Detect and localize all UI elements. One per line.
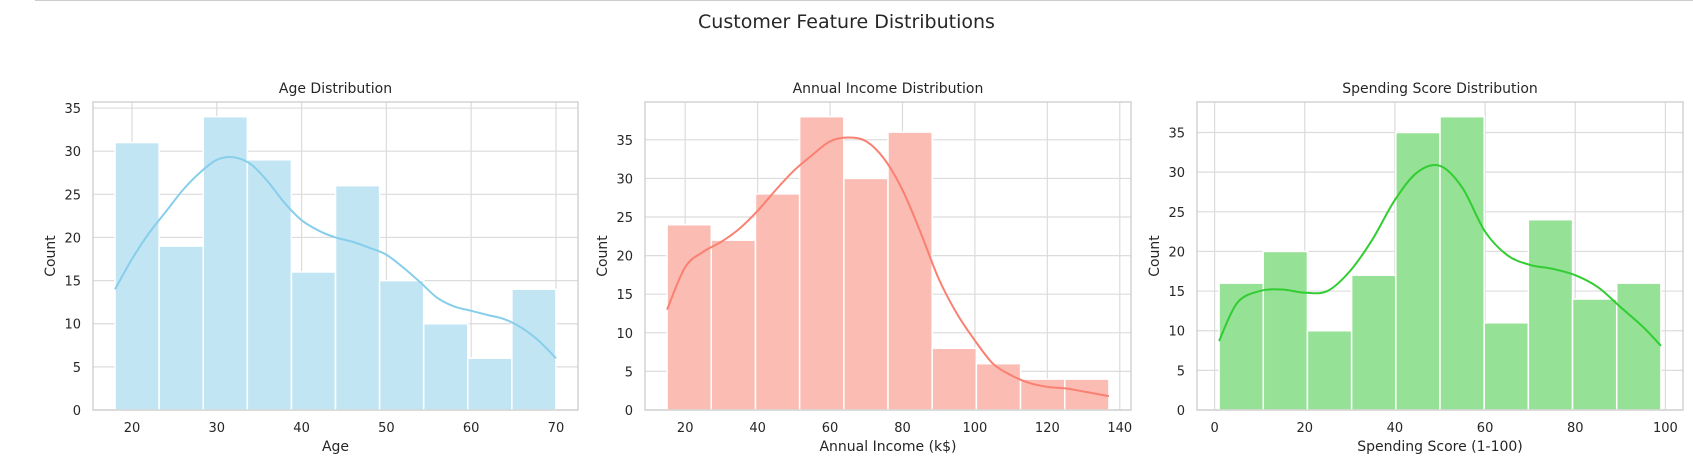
x-tick-label: 100	[1653, 421, 1678, 436]
x-tick-label: 0	[1210, 421, 1218, 436]
histogram-bar	[1306, 329, 1353, 411]
histogram-bar	[1571, 298, 1618, 411]
histogram-bar	[666, 223, 713, 411]
x-tick-label: 40	[293, 421, 310, 436]
x-tick-label: 30	[209, 421, 226, 436]
histogram-bar	[710, 239, 757, 411]
histogram-bar	[975, 362, 1022, 411]
y-axis-label: Count	[1147, 235, 1163, 277]
y-tick-label: 35	[616, 134, 633, 149]
histogram-bar	[1218, 282, 1265, 411]
subplot-age: 20 30 40 50 60 70 0 5 10 15 20 25 30 35 Age Distributi…	[43, 81, 579, 455]
histogram-bar	[1483, 322, 1530, 411]
x-tick-label: 50	[378, 421, 395, 436]
y-tick-label: 0	[73, 404, 81, 419]
x-tick-label: 60	[822, 421, 839, 436]
figure-title: Customer Feature Distributions	[698, 11, 995, 33]
y-tick-label: 5	[625, 365, 633, 380]
y-tick-label: 5	[73, 361, 81, 376]
y-axis-label: Count	[43, 235, 59, 277]
y-tick-label: 35	[1168, 127, 1185, 142]
x-tick-label: 80	[1567, 421, 1584, 436]
x-tick-label: 40	[1387, 421, 1404, 436]
histogram-bar	[843, 177, 889, 411]
x-axis-label: Annual Income (k$)	[819, 439, 956, 455]
y-tick-label: 0	[1177, 404, 1185, 419]
y-tick-label: 25	[64, 188, 81, 203]
x-tick-label: 40	[749, 421, 766, 436]
x-tick-label: 80	[894, 421, 911, 436]
kde-line	[114, 155, 557, 359]
x-tick-label: 60	[463, 421, 480, 436]
y-axis-label: Count	[595, 235, 611, 277]
histogram-bar	[931, 347, 978, 411]
plot-frame	[1196, 101, 1684, 411]
y-tick-label: 30	[616, 172, 633, 187]
y-tick-label: 10	[1168, 325, 1185, 340]
y-tick-label: 30	[1168, 166, 1185, 181]
y-tick-label: 25	[616, 211, 633, 226]
plot-frame	[92, 101, 579, 411]
plot-frame	[644, 101, 1132, 411]
x-tick-label: 140	[1107, 421, 1132, 436]
y-tick-label: 10	[616, 327, 633, 342]
x-axis-label: Age	[322, 439, 349, 455]
kde-line	[1218, 163, 1662, 347]
histogram-bar	[1395, 131, 1441, 411]
histogram-bar	[202, 115, 249, 411]
histogram-bar	[290, 271, 337, 411]
x-tick-label: 20	[124, 421, 141, 436]
histogram-bar	[1527, 218, 1574, 411]
histogram-bar	[1262, 250, 1309, 411]
histogram-bar	[1615, 282, 1662, 411]
x-tick-label: 20	[677, 421, 694, 436]
x-tick-label: 20	[1296, 421, 1313, 436]
histogram-bar	[378, 279, 425, 411]
histogram-bar	[422, 322, 469, 411]
y-tick-label: 5	[1177, 364, 1185, 379]
y-tick-label: 0	[625, 404, 633, 419]
subplot-title: Annual Income Distribution	[793, 81, 984, 97]
y-tick-label: 35	[64, 102, 81, 117]
subplot-income: 20 40 60 80 100 120 140 0 5 10 15 20 25 30 35 Annual In…	[595, 81, 1132, 455]
histogram-bar	[246, 159, 293, 411]
x-tick-label: 120	[1035, 421, 1060, 436]
histogram-bar	[1350, 274, 1397, 411]
histogram-bar	[511, 288, 557, 411]
y-tick-label: 15	[616, 288, 633, 303]
subplot-title: Spending Score Distribution	[1342, 81, 1538, 97]
y-tick-label: 10	[64, 318, 81, 333]
histogram-bar	[158, 245, 204, 411]
subplot-spending: 0 20 40 60 80 100 0 5 10 15 20 25 30 35 Spending Score…	[1147, 81, 1684, 455]
histogram-bar	[798, 115, 845, 411]
y-tick-label: 20	[64, 231, 81, 246]
x-tick-label: 100	[963, 421, 988, 436]
y-tick-label: 30	[64, 145, 81, 160]
x-tick-label: 60	[1477, 421, 1494, 436]
y-tick-label: 20	[1168, 245, 1185, 260]
histogram-bar	[467, 357, 513, 411]
kde-line	[666, 136, 1110, 398]
subplot-title: Age Distribution	[279, 81, 392, 97]
histogram-bar	[334, 184, 381, 411]
x-tick-label: 70	[548, 421, 565, 436]
top-border-line	[35, 0, 1693, 1]
x-axis-label: Spending Score (1-100)	[1357, 439, 1523, 455]
y-tick-label: 15	[64, 275, 81, 290]
y-tick-label: 25	[1168, 206, 1185, 221]
y-tick-label: 15	[1168, 285, 1185, 300]
histogram-bar	[754, 193, 801, 411]
histogram-bar	[1439, 115, 1485, 411]
histogram-bar	[1019, 378, 1066, 411]
y-tick-label: 20	[616, 250, 633, 265]
